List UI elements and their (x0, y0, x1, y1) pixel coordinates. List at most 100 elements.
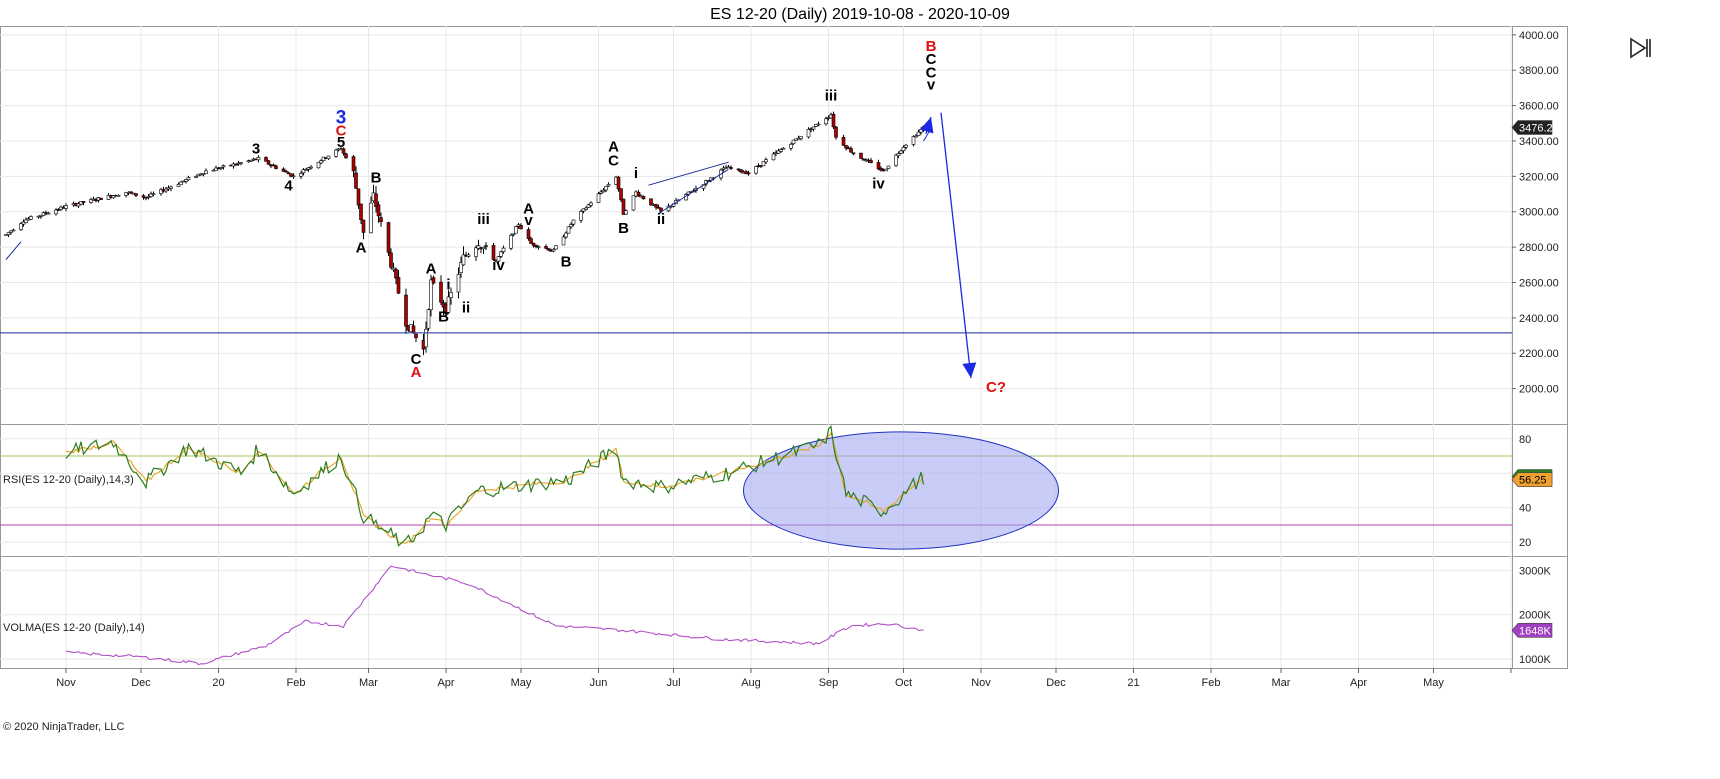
candle-body (184, 179, 188, 182)
candle-body (446, 296, 451, 313)
x-tick-label: Apr (1350, 677, 1367, 689)
grid-lines (0, 26, 1512, 668)
candle-body (414, 333, 418, 339)
candle-body (811, 126, 816, 130)
wave-label: iii (825, 87, 838, 104)
candle-body (501, 247, 506, 253)
candle-body (299, 173, 303, 177)
candle-body (124, 192, 128, 196)
wave-label: C (926, 51, 937, 68)
x-tick-label: May (1423, 677, 1444, 689)
candle-body (514, 226, 518, 234)
wave-label: ii (657, 211, 665, 228)
price-tick-label: 2600.00 (1519, 277, 1559, 289)
candle-body (624, 210, 628, 215)
x-tick-label: Nov (971, 677, 991, 689)
candle-body (256, 157, 261, 161)
candle-body (849, 148, 853, 153)
candle-body (306, 167, 311, 170)
candle-body (79, 201, 83, 205)
candle-body (264, 157, 268, 162)
volma-tick-label: 3000K (1519, 565, 1551, 577)
candle-body (99, 197, 103, 200)
candle-body (89, 199, 93, 203)
candle-body (326, 155, 331, 160)
x-tick-label: Feb (287, 677, 306, 689)
candle-body (219, 167, 223, 169)
candle-body (304, 169, 308, 171)
candle-body (561, 236, 566, 246)
candle-body (194, 176, 198, 178)
candle-body (266, 160, 271, 165)
x-tick-label: Aug (741, 677, 761, 689)
candle-body (526, 229, 531, 239)
candle-body (744, 171, 748, 174)
candle-body (316, 161, 321, 169)
price-tick-label: 4000.00 (1519, 30, 1559, 42)
candle-body (844, 145, 848, 149)
candle-body (309, 166, 313, 169)
candle-body (616, 176, 621, 190)
x-tick-label: Mar (359, 677, 378, 689)
candle-body (411, 325, 416, 334)
candle-body (141, 195, 146, 198)
candle-body (176, 183, 181, 187)
candle-body (271, 164, 276, 167)
volma-value-tag: 1648K (1511, 623, 1553, 638)
candle-body (284, 170, 288, 173)
candle-body (511, 233, 516, 236)
scroll-to-end-icon[interactable] (1628, 37, 1651, 59)
candle-body (519, 225, 523, 230)
volma-line (65, 565, 924, 666)
candle-body (41, 212, 46, 216)
candle-body (781, 147, 786, 150)
candle-body (151, 193, 156, 195)
candle-body (901, 146, 906, 152)
forecast-arrow-head (920, 117, 934, 134)
candle-body (29, 216, 33, 220)
candle-body (599, 191, 603, 194)
candle-body (431, 277, 436, 284)
x-tick-label: Dec (131, 677, 151, 689)
candle-body (746, 172, 751, 175)
candle-body (761, 161, 766, 167)
candle-body (914, 135, 918, 138)
candle-body (491, 245, 496, 260)
candle-body (799, 136, 803, 139)
price-tick-label: 3000.00 (1519, 207, 1559, 219)
candle-body (834, 126, 838, 138)
candle-body (359, 203, 363, 221)
candle-body (619, 188, 623, 201)
candle-body (76, 203, 81, 207)
price-tick-label: 3400.00 (1519, 136, 1559, 148)
x-tick-label: Nov (56, 677, 76, 689)
x-tick-label: Oct (895, 677, 912, 689)
rsi-tick-label: 80 (1519, 434, 1531, 446)
candle-body (369, 202, 373, 234)
candle-body (221, 165, 226, 168)
rsi-signal-line (65, 431, 925, 544)
wave-label: A (523, 201, 534, 218)
indicator-lines (0, 332, 1512, 666)
wave-label: 3 (336, 107, 347, 128)
candle-body (884, 168, 888, 172)
x-tick-label: 20 (212, 677, 224, 689)
candle-body (429, 279, 433, 310)
candle-body (201, 173, 206, 175)
candle-body (816, 123, 821, 126)
candle-body (396, 277, 401, 294)
volma-panel-label: VOLMA(ES 12-20 (Daily),14) (3, 622, 145, 634)
x-tick-label: Jul (666, 677, 680, 689)
forecast-arrow-line (940, 112, 972, 379)
wave-label: 3 (252, 140, 260, 157)
candle-body (466, 254, 471, 257)
wave-label: A (411, 364, 422, 381)
candle-body (301, 169, 306, 174)
candle-body (129, 191, 133, 194)
candle-body (894, 154, 898, 166)
price-tick-label: 2400.00 (1519, 313, 1559, 325)
candle-body (779, 149, 783, 152)
trendline (658, 168, 729, 214)
